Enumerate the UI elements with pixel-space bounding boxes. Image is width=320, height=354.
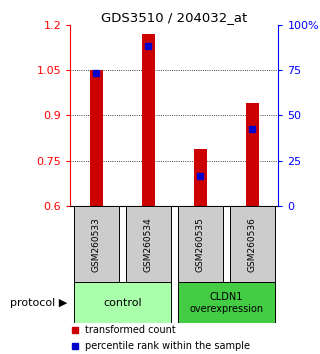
Bar — [142, 34, 155, 206]
Text: GSM260535: GSM260535 — [196, 217, 205, 272]
Text: GSM260534: GSM260534 — [144, 217, 153, 272]
Bar — [125, 206, 171, 282]
Bar — [178, 282, 275, 323]
Text: CLDN1
overexpression: CLDN1 overexpression — [189, 292, 263, 314]
Bar — [246, 103, 259, 206]
Text: protocol ▶: protocol ▶ — [10, 298, 67, 308]
Title: GDS3510 / 204032_at: GDS3510 / 204032_at — [101, 11, 248, 24]
Bar — [178, 206, 223, 282]
Text: percentile rank within the sample: percentile rank within the sample — [85, 341, 250, 351]
Bar — [194, 149, 207, 206]
Text: GSM260536: GSM260536 — [248, 217, 257, 272]
Bar — [229, 206, 275, 282]
Bar — [90, 70, 103, 206]
Text: control: control — [103, 298, 142, 308]
Text: transformed count: transformed count — [85, 325, 176, 335]
Bar — [74, 206, 119, 282]
Bar — [74, 282, 171, 323]
Text: GSM260533: GSM260533 — [92, 217, 101, 272]
